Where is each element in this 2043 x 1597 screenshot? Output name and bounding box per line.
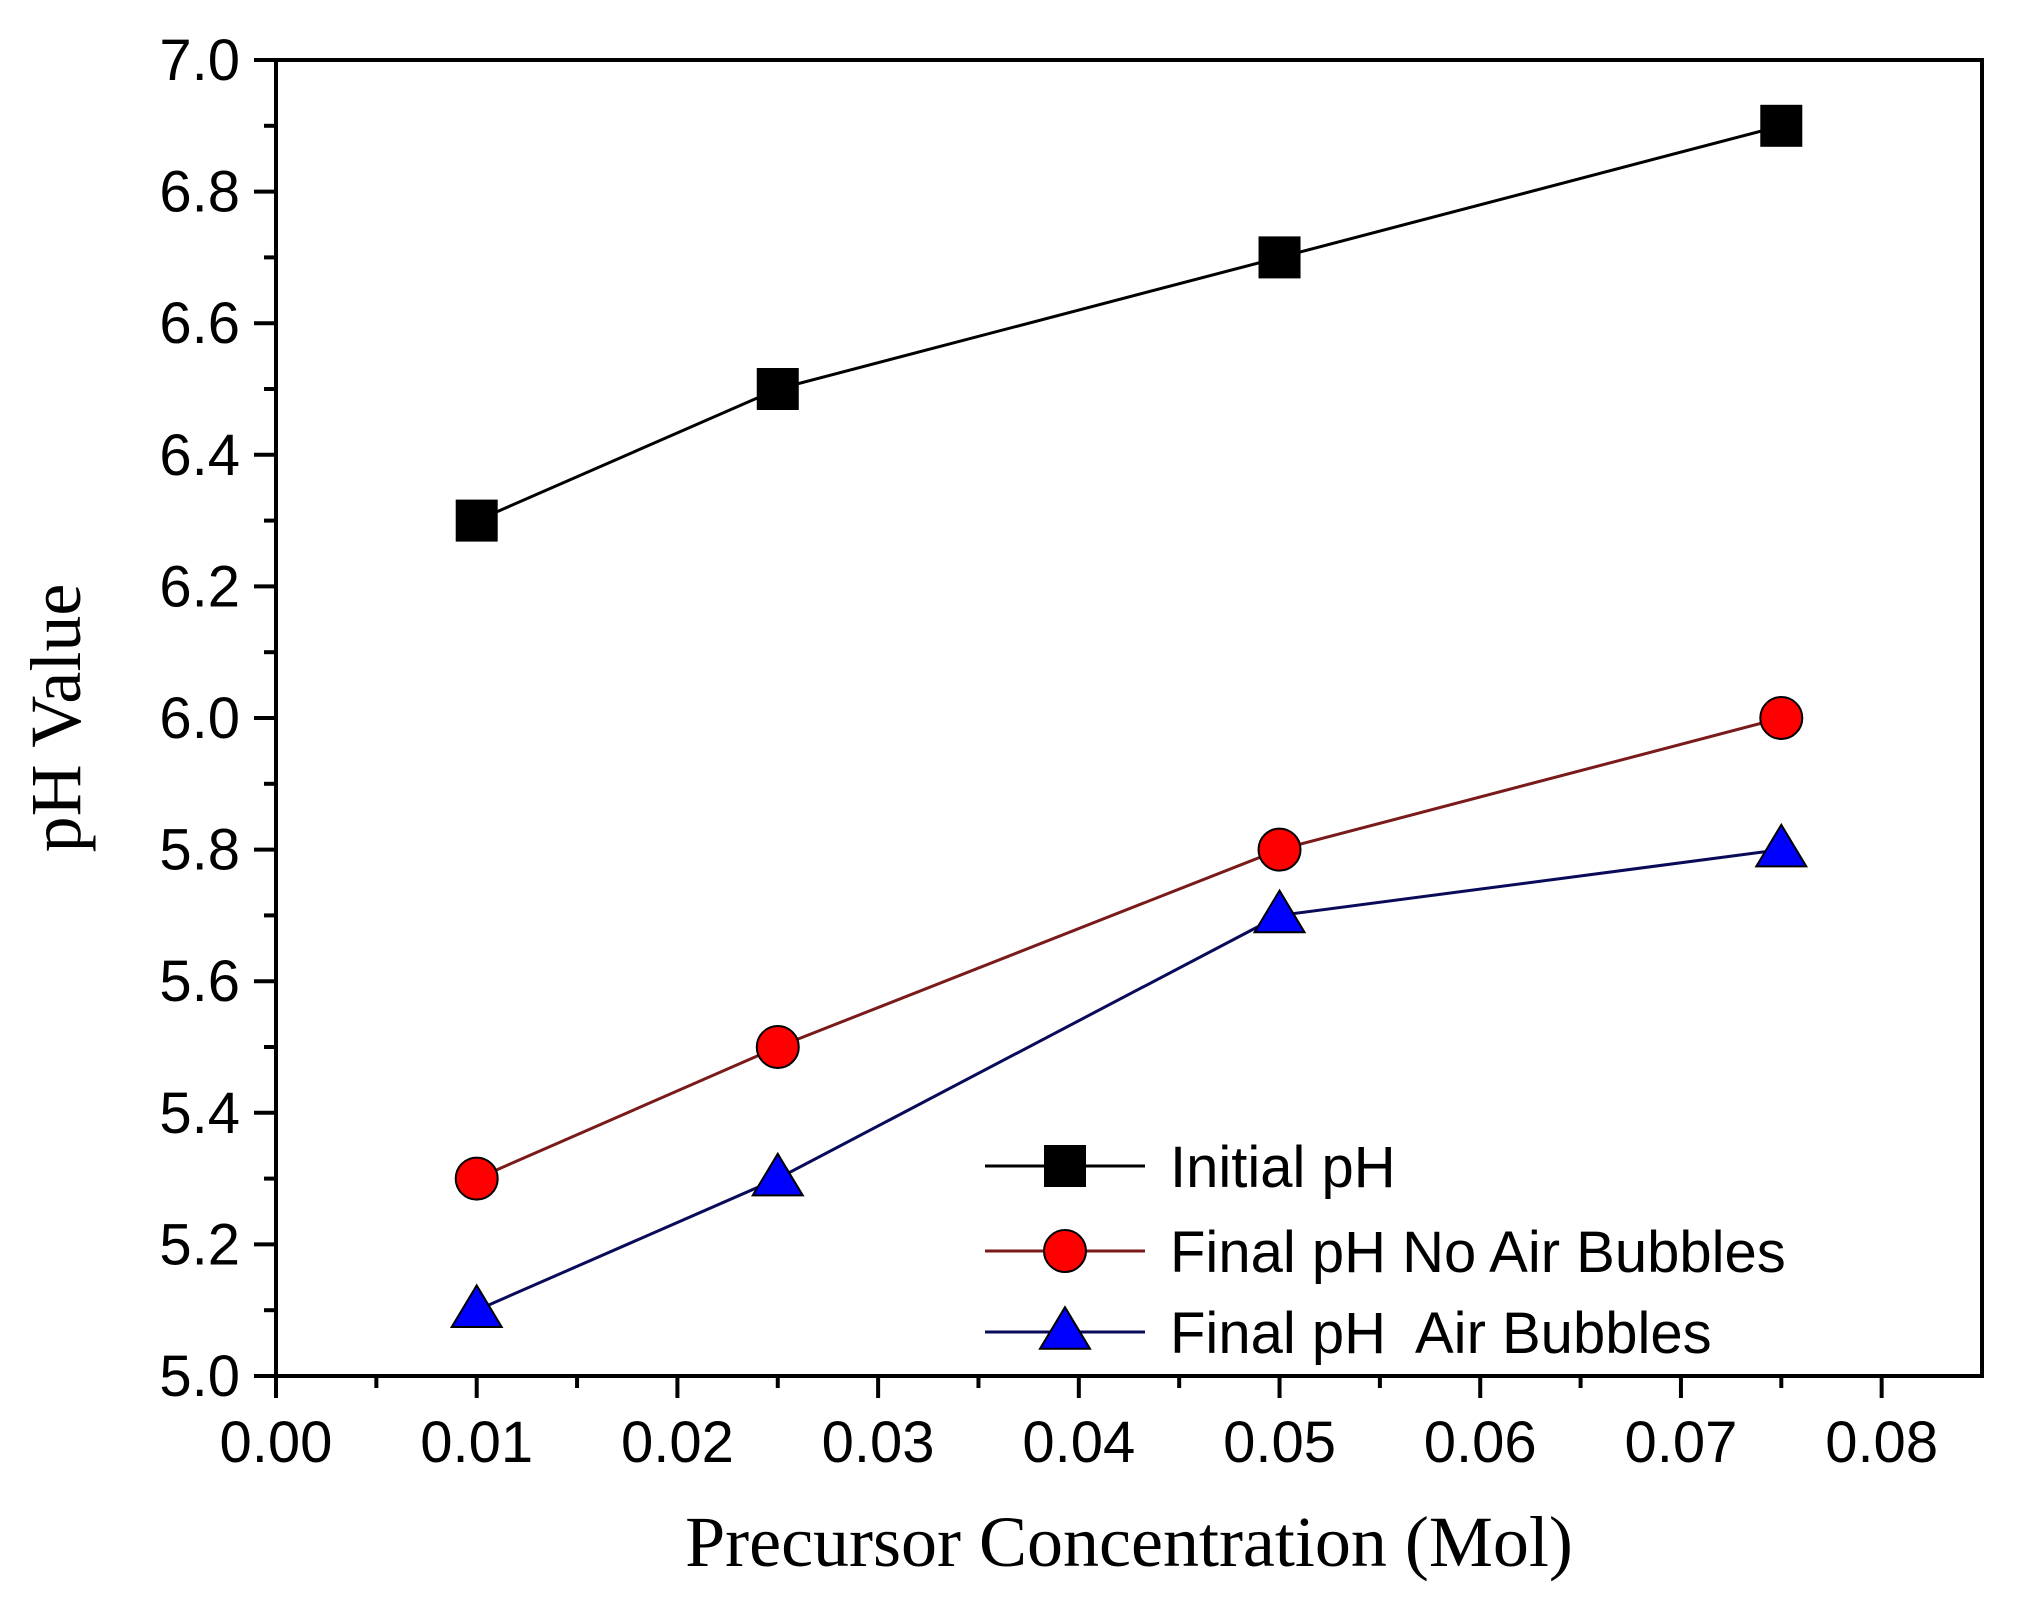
data-point [756,368,799,410]
data-point [455,499,498,542]
series-line [476,716,1782,1180]
legend-label: Final pH Air Bubbles [1170,1301,1712,1366]
x-tick-label: 0.00 [220,1410,333,1475]
x-tick-label: 0.01 [420,1410,533,1475]
data-point [1759,696,1804,740]
x-axis-title: Precursor Concentration (Mol) [685,1502,1573,1582]
data-point [1257,827,1302,872]
y-tick-label: 5.6 [159,949,240,1014]
series-2 [454,696,1804,1201]
series-layer [449,104,1809,1328]
data-point [1760,104,1803,147]
y-tick-label: 6.6 [159,291,240,356]
plot-frame [274,58,1984,1378]
legend-marker [1038,1305,1092,1350]
x-tick-label: 0.08 [1825,1410,1938,1475]
x-axis: 0.00 0.01 0.02 0.03 0.04 0.05 0.06 0.07 0.08 [220,1376,1938,1475]
series-line [476,848,1782,1312]
legend: Initial pH Final pH No Air Bubbles Final p… [985,1135,1786,1366]
series-3 [449,822,1809,1328]
data-point [750,1151,805,1197]
y-tick-label: 6.4 [159,423,240,488]
legend-marker [1044,1145,1086,1187]
y-tick-label: 7.0 [159,28,240,93]
data-point [755,1025,800,1069]
data-point [454,1156,499,1201]
legend-label: Initial pH [1170,1135,1396,1200]
data-point [1252,888,1307,934]
series-line [476,124,1782,522]
data-point [449,1283,504,1328]
y-axis: 5.0 5.2 5.4 5.6 5.8 6.0 6.2 6.4 6.6 6.8 7.0 [159,28,276,1409]
x-tick-label: 0.04 [1022,1410,1135,1475]
series-1 [455,104,1803,542]
plot-area [274,58,1984,1378]
y-tick-label: 6.2 [159,554,240,619]
y-tick-label: 5.4 [159,1081,240,1146]
legend-item: Final pH Air Bubbles [985,1301,1712,1366]
x-tick-label: 0.02 [621,1410,734,1475]
y-tick-label: 6.8 [159,160,240,225]
legend-item: Final pH No Air Bubbles [985,1220,1786,1285]
x-tick-label: 0.07 [1624,1410,1737,1475]
legend-label: Final pH No Air Bubbles [1170,1220,1786,1285]
x-tick-label: 0.06 [1424,1410,1537,1475]
y-axis-title: pH Value [16,584,96,853]
legend-item: Initial pH [985,1135,1396,1200]
y-tick-label: 5.0 [159,1344,240,1409]
x-tick-label: 0.03 [822,1410,935,1475]
legend-marker [1043,1229,1087,1273]
y-tick-label: 5.8 [159,818,240,883]
x-tick-label: 0.05 [1223,1410,1336,1475]
y-tick-label: 6.0 [159,686,240,751]
data-point [1258,236,1301,279]
data-point [1754,822,1809,868]
y-tick-label: 5.2 [159,1212,240,1277]
